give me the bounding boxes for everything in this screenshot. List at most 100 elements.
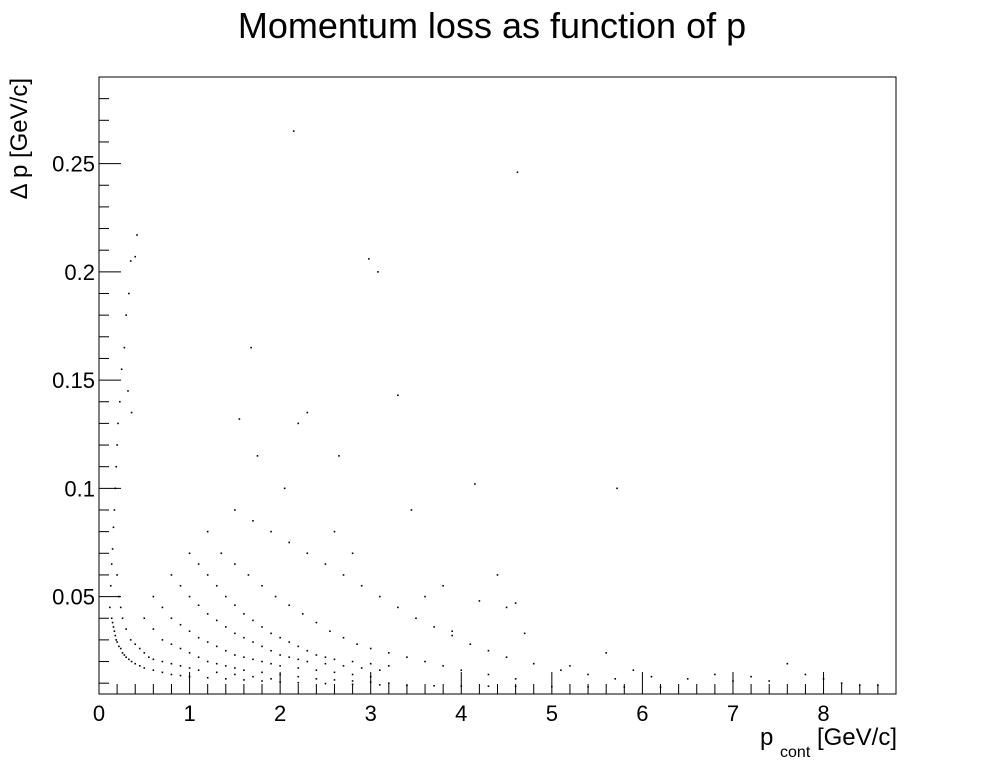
data-point [406,656,408,658]
data-point [297,645,300,648]
data-point [315,669,318,671]
data-point [297,675,300,678]
data-point [532,662,535,665]
data-point [119,400,121,403]
data-point [270,662,272,665]
data-point [523,632,526,635]
data-point [117,422,119,425]
data-point [224,649,227,652]
data-point [388,665,390,667]
data-point [197,563,200,565]
data-point [632,669,635,671]
data-point [252,658,254,661]
data-point [215,671,218,674]
data-point [315,678,318,680]
data-point [351,673,354,676]
x-axis: 0 1 2 3 4 5 6 7 8 [93,672,897,726]
data-point [224,595,227,598]
x-axis-label-main: p [760,724,773,751]
data-point [170,617,173,620]
data-point [424,660,426,663]
data-point [569,665,571,667]
data-point [306,552,309,555]
data-point [138,665,141,667]
data-point [342,665,345,667]
data-point [152,595,155,598]
data-point [292,130,295,132]
data-point [360,667,363,669]
data-point [560,669,562,671]
data-point [279,654,281,656]
data-point [261,660,263,663]
data-point [118,645,120,648]
data-point [121,652,124,654]
data-point [197,604,200,607]
data-point [351,660,354,663]
data-point [148,656,150,658]
data-point [442,584,444,587]
data-point [356,643,358,646]
data-point [360,584,363,587]
data-point [324,662,327,665]
data-point [279,636,281,639]
data-point [324,563,327,565]
data-point [197,636,200,639]
data-point [614,678,617,680]
data-point [250,346,252,349]
data-point [306,649,309,652]
data-point [288,656,290,658]
data-point [804,673,807,676]
data-point [605,652,607,654]
data-point [378,669,381,671]
data-point [306,660,309,663]
data-point [505,656,508,658]
data-point [111,548,114,550]
data-point [112,626,115,628]
data-point [306,411,309,414]
data-point [487,649,490,652]
data-point [516,171,519,174]
data-point [478,600,481,602]
data-point [109,584,112,587]
x-axis-label: p cont [GeV/c] [760,724,897,763]
data-point [238,418,241,420]
data-point [252,675,254,678]
data-point [161,639,164,641]
data-point [377,271,379,273]
points-layer [109,130,879,689]
data-point [297,681,300,684]
data-point [388,652,390,654]
data-point [301,613,304,615]
data-point [786,662,789,665]
data-point [197,656,200,658]
x-tick-label: 1 [183,701,195,726]
data-point [170,673,173,676]
data-point [125,314,127,316]
data-point [179,665,182,667]
data-point [261,584,263,587]
data-point [119,606,122,609]
data-point [324,656,327,658]
data-point [324,682,327,685]
data-point [113,630,116,633]
data-point [333,671,336,674]
x-axis-label-unit: [GeV/c] [817,724,897,751]
data-point [442,665,444,667]
data-point [342,574,345,576]
data-point [768,680,771,682]
data-point [252,641,254,643]
data-point [338,455,340,457]
data-point [410,509,413,511]
data-point [388,682,390,684]
data-point [113,509,116,511]
data-point [288,541,290,544]
plot-frame [98,76,897,695]
data-point [234,509,236,511]
data-point [234,632,236,635]
data-point [206,676,209,679]
data-point [179,584,182,587]
data-point [119,647,122,650]
plot-border [98,76,897,695]
data-point [215,584,218,587]
